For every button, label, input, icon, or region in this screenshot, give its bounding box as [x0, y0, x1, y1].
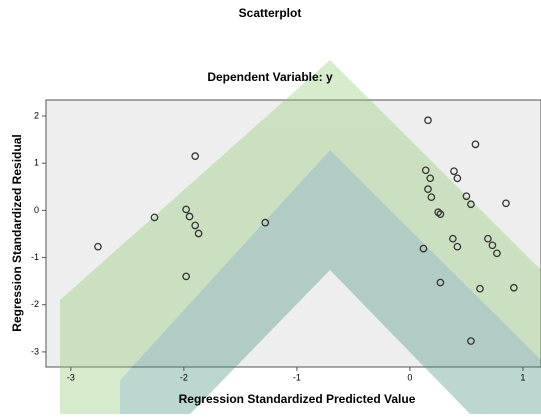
x-tick-label: -1: [293, 372, 301, 382]
y-tick-label: 2: [34, 110, 39, 120]
y-tick-label: -3: [31, 346, 39, 356]
x-tick-label: -2: [180, 372, 188, 382]
x-tick-label: 0: [407, 372, 412, 382]
y-tick-label: -1: [31, 252, 39, 262]
x-tick-label: -3: [67, 372, 75, 382]
y-tick-label: 1: [34, 158, 39, 168]
x-axis-label: Regression Standardized Predicted Value: [179, 392, 416, 406]
y-tick-label: -2: [31, 299, 39, 309]
chart: Scatterplot Dependent Variable: y Regres…: [0, 0, 541, 414]
chart-subtitle: Dependent Variable: y: [207, 70, 333, 84]
y-axis-label: Regression Standardized Residual: [10, 134, 24, 331]
page: Scatterplot Dependent Variable: y Regres…: [0, 0, 541, 419]
y-tick-label: 0: [34, 205, 39, 215]
chart-title: Scatterplot: [239, 6, 302, 20]
x-tick-label: 1: [520, 372, 525, 382]
